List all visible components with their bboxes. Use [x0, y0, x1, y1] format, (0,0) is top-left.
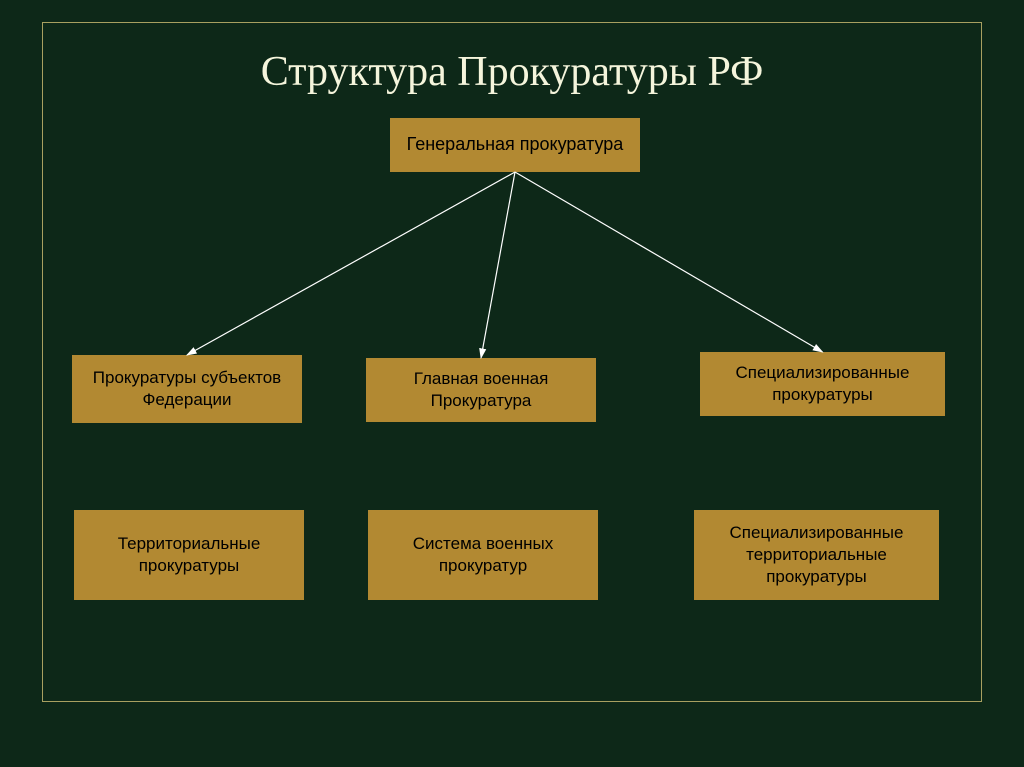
node-l2-right: Специализированные территориальные проку… — [694, 510, 939, 600]
node-l1-mid: Главная военная Прокуратура — [366, 358, 596, 422]
node-l1-left: Прокуратуры субъектов Федерации — [72, 355, 302, 423]
node-l2-mid: Система военных прокуратур — [368, 510, 598, 600]
node-l1-right: Специализированные прокуратуры — [700, 352, 945, 416]
diagram-title: Структура Прокуратуры РФ — [0, 48, 1024, 96]
node-l2-left: Территориальные прокуратуры — [74, 510, 304, 600]
node-root: Генеральная прокуратура — [390, 118, 640, 172]
